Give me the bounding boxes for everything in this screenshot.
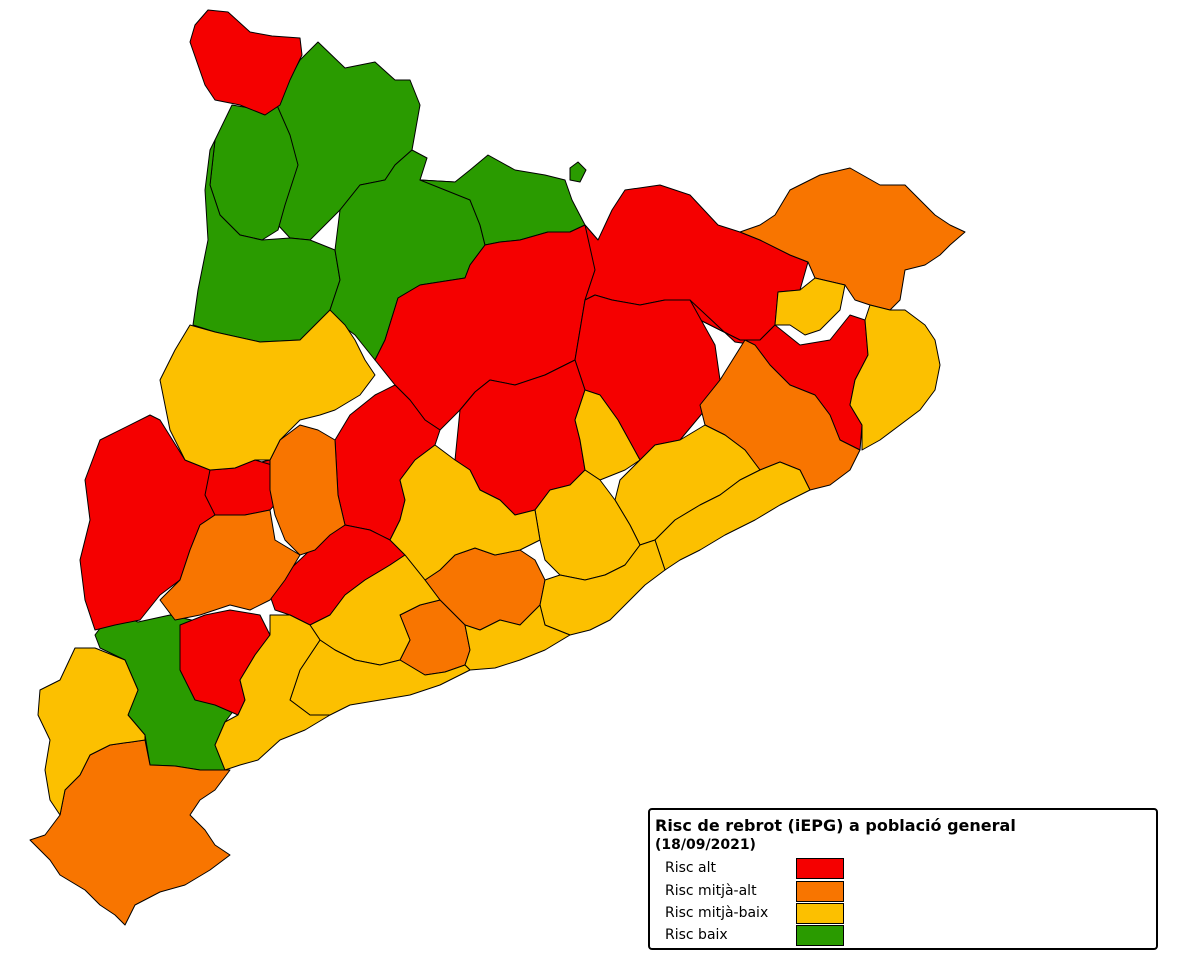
- legend-item-risc-mitja-alt: Risc mitjà-alt: [650, 881, 1156, 903]
- legend-swatch: [796, 858, 844, 879]
- region-alt-pirineu-nord[interactable]: [189, 9, 303, 116]
- region-moianes[interactable]: [574, 389, 641, 481]
- region-anoia[interactable]: [389, 444, 541, 581]
- legend-label: Risc alt: [665, 860, 717, 876]
- legend-item-risc-baix: Risc baix: [650, 925, 1156, 947]
- region-la-noguera-pallars[interactable]: [159, 309, 376, 471]
- region-pla-estany[interactable]: [774, 277, 846, 336]
- region-ribera-ebre[interactable]: [214, 614, 331, 771]
- legend-subtitle: (18/09/2021): [655, 837, 756, 853]
- map-legend: Risc de rebrot (iEPG) a població general…: [648, 808, 1158, 950]
- legend-item-risc-alt: Risc alt: [650, 858, 1156, 880]
- region-llivia[interactable]: [569, 161, 587, 183]
- legend-label: Risc mitjà-alt: [665, 883, 757, 899]
- region-maresme[interactable]: [654, 461, 811, 571]
- legend-label: Risc baix: [665, 927, 728, 943]
- region-urgell[interactable]: [269, 424, 346, 556]
- region-baix-emporda[interactable]: [849, 304, 941, 451]
- legend-title: Risc de rebrot (iEPG) a població general: [655, 816, 1016, 835]
- legend-swatch: [796, 925, 844, 946]
- legend-swatch: [796, 903, 844, 924]
- region-terra-alta[interactable]: [37, 647, 146, 816]
- legend-item-risc-mitja-baix: Risc mitjà-baix: [650, 903, 1156, 925]
- region-segria[interactable]: [159, 509, 301, 621]
- legend-swatch: [796, 881, 844, 902]
- legend-label: Risc mitjà-baix: [665, 905, 769, 921]
